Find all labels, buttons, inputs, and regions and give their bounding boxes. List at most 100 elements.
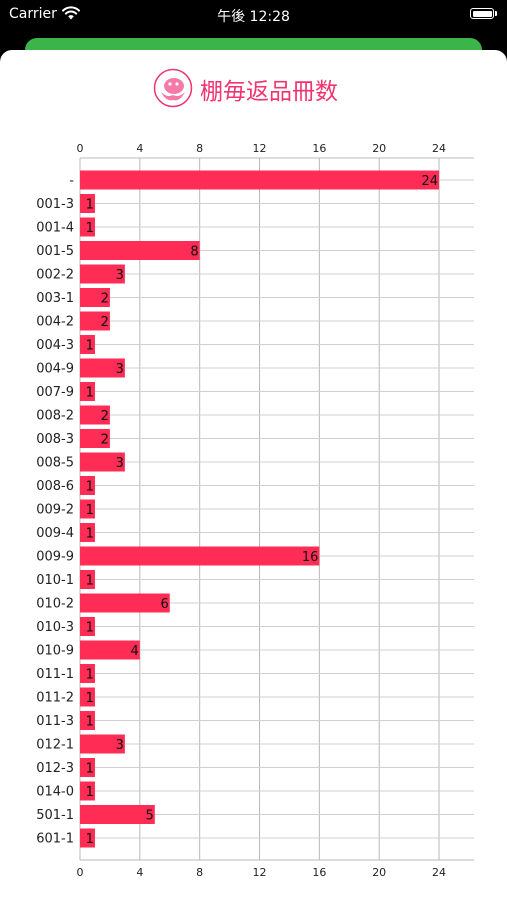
data-label: 2	[101, 315, 109, 330]
data-label: 1	[86, 339, 94, 354]
x-tick-label-bottom: 4	[136, 866, 143, 879]
category-label: 004-2	[36, 315, 74, 330]
bar	[80, 429, 110, 448]
data-label: 3	[116, 456, 124, 471]
data-label: 1	[86, 527, 94, 542]
battery-nub	[495, 11, 497, 16]
data-label: 3	[116, 738, 124, 753]
category-label: 011-3	[36, 714, 74, 729]
x-tick-label-bottom: 16	[312, 866, 326, 879]
bar	[80, 664, 95, 683]
data-label: 16	[302, 550, 319, 565]
wifi-icon	[62, 6, 80, 20]
category-label: 009-2	[36, 503, 74, 518]
bar	[80, 194, 95, 213]
bar	[80, 358, 125, 378]
bar	[80, 734, 125, 754]
category-label: 010-2	[36, 597, 74, 612]
bar	[80, 382, 95, 401]
data-label: 24	[421, 174, 438, 189]
x-tick-label-top: 4	[136, 142, 143, 155]
x-tick-label-bottom: 20	[372, 866, 386, 879]
data-label: 1	[86, 762, 94, 777]
bar	[80, 476, 95, 495]
category-label: 011-1	[36, 667, 74, 682]
bar	[80, 805, 155, 824]
bar	[80, 405, 110, 425]
category-label: 012-3	[36, 761, 74, 776]
data-label: 1	[86, 198, 94, 213]
category-label: 010-1	[36, 573, 74, 588]
category-label: 007-9	[36, 385, 74, 400]
category-label: 001-5	[36, 244, 74, 259]
category-label: 001-4	[36, 221, 74, 236]
category-label: 010-9	[36, 644, 74, 659]
category-label: 009-9	[36, 550, 74, 565]
data-label: 1	[86, 386, 94, 401]
category-label: 010-3	[36, 620, 74, 635]
x-tick-label-bottom: 12	[253, 866, 267, 879]
data-label: 1	[86, 503, 94, 518]
data-label: 6	[160, 597, 168, 612]
battery-icon	[470, 8, 494, 19]
bar	[80, 264, 125, 284]
category-label: 501-1	[36, 808, 74, 823]
x-tick-label-bottom: 8	[196, 866, 203, 879]
category-label: 014-0	[36, 785, 74, 800]
data-label: 1	[86, 715, 94, 730]
data-label: 1	[86, 785, 94, 800]
category-label: 001-3	[36, 197, 74, 212]
bar	[80, 758, 95, 777]
data-label: 3	[116, 362, 124, 377]
bar	[80, 217, 95, 237]
data-label: 1	[86, 621, 94, 636]
bar	[80, 546, 320, 566]
x-tick-label-top: 12	[253, 142, 267, 155]
mascot-icon	[153, 68, 193, 108]
data-label: 2	[101, 409, 109, 424]
data-label: 2	[101, 292, 109, 307]
x-tick-label-top: 20	[372, 142, 386, 155]
bar	[80, 170, 440, 190]
bar	[80, 241, 200, 260]
category-label: 008-6	[36, 479, 74, 494]
bar	[80, 311, 110, 331]
bar	[80, 617, 95, 636]
x-tick-label-top: 8	[196, 142, 203, 155]
bar	[80, 640, 140, 660]
x-tick-label-top: 16	[312, 142, 326, 155]
status-bar: Carrier 午後 12:28	[0, 0, 507, 32]
category-label: 008-3	[36, 432, 74, 447]
x-tick-label-top: 24	[432, 142, 446, 155]
bar	[80, 288, 110, 307]
data-label: 3	[116, 268, 124, 283]
data-label: 1	[86, 221, 94, 236]
bar	[80, 499, 95, 519]
data-label: 1	[86, 691, 94, 706]
bar	[80, 335, 95, 354]
chart-header: 棚毎返品冊数	[0, 66, 507, 110]
category-label: 011-2	[36, 691, 74, 706]
category-label: 009-4	[36, 526, 74, 541]
data-label: 1	[86, 574, 94, 589]
bar	[80, 828, 95, 848]
data-label: 1	[86, 668, 94, 683]
data-label: 4	[131, 644, 139, 659]
data-label: 1	[86, 480, 94, 495]
status-time: 午後 12:28	[217, 9, 290, 25]
data-label: 5	[146, 809, 154, 824]
category-label: 601-1	[36, 832, 74, 847]
x-tick-label-top: 0	[77, 142, 84, 155]
data-label: 2	[101, 433, 109, 448]
category-label: 008-5	[36, 456, 74, 471]
category-label: 003-1	[36, 291, 74, 306]
category-label: 002-2	[36, 268, 74, 283]
category-label: -	[69, 174, 74, 189]
data-label: 1	[86, 832, 94, 847]
category-label: 012-1	[36, 738, 74, 753]
bar	[80, 781, 95, 801]
chart-title: 棚毎返品冊数	[200, 79, 338, 105]
bar	[80, 570, 95, 589]
bar	[80, 711, 95, 730]
